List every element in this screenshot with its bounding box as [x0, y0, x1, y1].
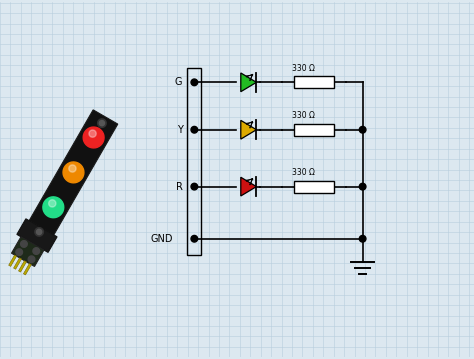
Circle shape: [89, 130, 96, 137]
Bar: [11, 237, 44, 266]
Bar: [23, 264, 31, 275]
Text: R: R: [175, 182, 182, 192]
Circle shape: [191, 183, 198, 190]
Polygon shape: [241, 73, 256, 92]
Circle shape: [191, 79, 198, 86]
Bar: [9, 255, 17, 266]
Bar: [17, 219, 57, 252]
Text: GND: GND: [151, 234, 173, 244]
Bar: [294, 181, 334, 192]
Circle shape: [100, 121, 104, 126]
Text: 330 Ω: 330 Ω: [292, 168, 315, 177]
Polygon shape: [241, 120, 256, 139]
Circle shape: [35, 228, 43, 236]
Circle shape: [98, 119, 106, 127]
Circle shape: [83, 127, 104, 148]
Circle shape: [359, 183, 366, 190]
Circle shape: [63, 162, 84, 183]
Bar: [294, 124, 334, 136]
Circle shape: [36, 229, 42, 234]
Circle shape: [33, 248, 39, 255]
Bar: [18, 261, 27, 272]
Polygon shape: [241, 177, 256, 196]
Text: Y: Y: [177, 125, 182, 135]
Text: 330 Ω: 330 Ω: [292, 64, 315, 73]
Circle shape: [359, 126, 366, 133]
Circle shape: [69, 165, 76, 172]
Bar: [29, 110, 118, 235]
Circle shape: [49, 200, 56, 207]
Circle shape: [21, 241, 27, 247]
Circle shape: [28, 256, 35, 262]
Circle shape: [191, 126, 198, 133]
Text: 330 Ω: 330 Ω: [292, 111, 315, 120]
Circle shape: [359, 236, 366, 242]
Bar: [294, 76, 334, 88]
Circle shape: [43, 197, 64, 218]
Bar: [187, 68, 201, 255]
Circle shape: [191, 236, 198, 242]
Bar: [14, 258, 21, 269]
Text: G: G: [175, 77, 182, 87]
Circle shape: [16, 249, 23, 256]
